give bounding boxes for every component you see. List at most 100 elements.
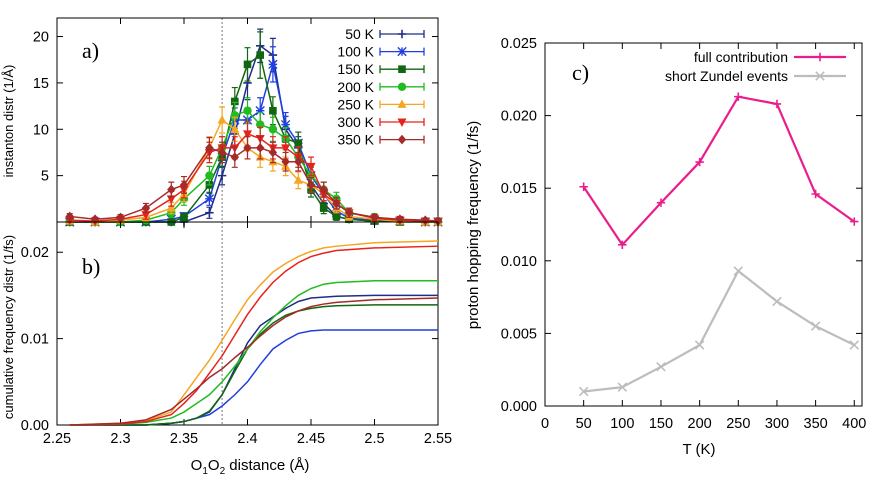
panel-c-legend-marker-0 <box>815 52 825 62</box>
panel-a-series-1-point-shape <box>280 119 291 130</box>
panel-a-legend-label-0: 50 K <box>345 26 374 42</box>
panel-a-series-3-point-shape <box>256 120 265 129</box>
panel-a-series-6-point <box>179 180 189 190</box>
panel-a-series-6-point <box>90 214 100 225</box>
panel-c-series-0-point <box>618 240 627 250</box>
panel-c-ytick-label: 0.005 <box>501 326 537 342</box>
panel-a-ytick-label: 15 <box>33 76 49 92</box>
panel-c-series-0 <box>579 92 859 250</box>
panel-c-legend: full contribution short Zundel events <box>665 49 846 84</box>
panel-a-series-5-point <box>306 162 316 172</box>
panel-b-series-3-line <box>69 279 438 426</box>
panel-b-label: b) <box>82 254 100 279</box>
panel-a-series-6-point <box>230 152 239 162</box>
panel-b-xtick-label: 2.5 <box>364 431 384 447</box>
panel-b-axes: 0.00 0.01 0.02 2.25 2.3 2.35 2.4 2.45 2.5 2.55 <box>21 221 452 447</box>
panel-a-series-6-point <box>65 211 74 222</box>
panel-a-series-3-point-shape <box>268 125 278 134</box>
panel-b-ytick-label: 0.00 <box>21 418 49 434</box>
panel-c-series-1-point <box>733 266 744 276</box>
panel-a-series-2-point-shape <box>231 97 239 106</box>
panel-a-ytick-label: 20 <box>33 30 49 46</box>
panel-a-series-6-line <box>69 146 439 222</box>
panel-a-series-2-point-shape <box>180 213 188 222</box>
panel-a-series-6-point-shape <box>421 215 430 225</box>
panel-c-hopping-frequency: 0.000 0.005 0.010 0.015 0.020 0.025 0 50 100 150 2… <box>465 36 866 458</box>
panel-a-series-1-point <box>204 194 215 204</box>
panel-b-series <box>69 240 439 426</box>
panel-a-series-2-point <box>231 97 239 106</box>
panel-c-legend-marker-1 <box>815 71 825 81</box>
panel-a-legend-marker-3 <box>397 82 407 92</box>
panel-a-y-axis-label: instanton distr (1/Å) <box>1 65 16 178</box>
panel-c-xtick-label: 400 <box>842 416 866 432</box>
panel-a-series-2-point <box>332 212 341 221</box>
panel-a-series-6-point <box>205 143 214 153</box>
panel-a-series-0-point-shape <box>205 208 214 217</box>
panel-a-series <box>65 28 443 227</box>
panel-a-series-6-point-shape <box>433 216 443 226</box>
panel-c-series-1-point <box>656 362 666 372</box>
panel-a-series-4-line <box>69 118 438 223</box>
panel-c-x-axis-label: T (K) <box>682 441 715 458</box>
panel-a-series-4 <box>65 106 443 226</box>
panel-a-series-4-point-shape <box>217 115 227 124</box>
panel-a-series-1-point-shape <box>204 194 215 204</box>
panel-a-series-4-point <box>293 175 303 184</box>
panel-a-legend-marker-6-shape <box>397 134 407 145</box>
panel-a-series-4-point <box>217 115 227 124</box>
panel-c-xtick-label: 50 <box>576 416 592 432</box>
panel-a-series-6-point-shape <box>319 184 328 195</box>
panel-a-series-4-point <box>166 203 176 212</box>
panel-a-legend-marker-4 <box>397 99 407 108</box>
panel-a-legend-marker-2 <box>398 65 406 73</box>
panel-a-series-0-point <box>217 171 227 180</box>
panel-c-series-0-point <box>734 92 743 101</box>
panel-b-series-2-line <box>69 304 438 426</box>
panel-a-series-6-point-shape <box>268 147 278 158</box>
panel-a-series-2-point <box>319 204 328 212</box>
panel-a-series-1-point <box>268 59 278 70</box>
panel-a-series-2-point <box>269 106 277 115</box>
panel-b-series-4-line <box>69 240 439 426</box>
panel-a-series-6-point <box>421 215 430 225</box>
panel-a-ytick-label: 5 <box>41 169 49 185</box>
panel-c-series-1-point-shape <box>578 386 589 397</box>
panel-c-ytick-label: 0.020 <box>501 109 537 125</box>
panel-a-instanton-distribution: 5 10 15 20 a) instanton distr (1/Å) 50 K 100… <box>1 17 443 227</box>
panel-a-series-2-point <box>256 51 264 59</box>
panel-c-xtick-label: 100 <box>610 416 634 432</box>
panel-c-series-0-point <box>579 182 588 191</box>
panel-c-ytick-label: 0.025 <box>501 36 537 52</box>
panel-a-series-6-point <box>268 147 278 158</box>
panel-c-xtick-label: 350 <box>804 416 828 432</box>
panel-a-series-3-point <box>205 171 214 180</box>
panel-a-series-2-line <box>69 53 438 223</box>
panel-c-legend-marker-0-shape <box>815 52 825 62</box>
panel-a-series-3 <box>65 97 443 227</box>
panel-a-series-1-point-shape <box>255 106 265 116</box>
panel-a-series-6-point <box>167 184 176 195</box>
panel-c-legend-label-0: full contribution <box>694 49 788 65</box>
panel-c-series-1-point <box>810 321 821 331</box>
panel-a-series-6-point-shape <box>370 212 379 223</box>
panel-c-xtick-label: 150 <box>649 416 673 432</box>
panel-a-series-6-point-shape <box>179 180 189 190</box>
panel-c-series-1-line <box>583 269 855 393</box>
panel-a-series-6-point-shape <box>243 143 252 153</box>
panel-a-series-6 <box>65 136 443 226</box>
panel-a-series-5-point-shape <box>281 144 291 153</box>
panel-a-series-2-point-shape <box>319 204 328 212</box>
panel-c-series-1-point-shape <box>772 296 782 307</box>
panel-a-series-6-point-shape <box>65 211 74 222</box>
panel-a-series-6-point <box>141 203 151 213</box>
panel-c-ytick-label: 0.015 <box>501 181 537 197</box>
panel-b-ytick-label: 0.02 <box>21 245 49 261</box>
panel-c-series-1-point <box>694 340 705 350</box>
panel-a-series-6-point-shape <box>116 212 125 223</box>
panel-a-legend-marker-6 <box>397 134 407 145</box>
panel-a-legend-marker-5-shape <box>397 118 407 127</box>
panel-b-xtick-label: 2.3 <box>110 431 130 447</box>
panel-b-cumulative-frequency: 0.00 0.01 0.02 2.25 2.3 2.35 2.4 2.45 2.5 2.55 b)… <box>1 221 452 477</box>
panel-c-legend-label-1: short Zundel events <box>665 68 788 84</box>
